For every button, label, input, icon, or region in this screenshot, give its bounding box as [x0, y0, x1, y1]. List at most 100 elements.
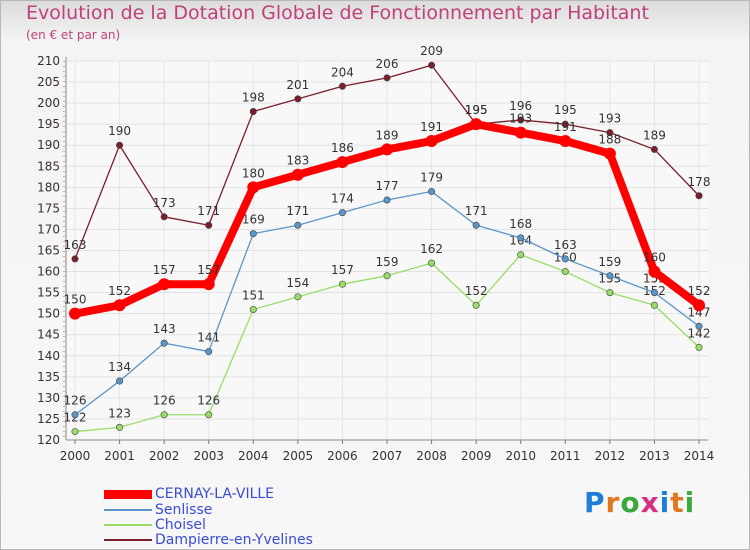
- data-point: [249, 305, 257, 313]
- data-label: 163: [64, 238, 87, 252]
- logo-letter: P: [584, 486, 606, 519]
- chart-title: Evolution de la Dotation Globale de Fonc…: [26, 2, 649, 24]
- data-label: 183: [286, 154, 309, 168]
- data-label: 177: [376, 179, 399, 193]
- data-point: [336, 156, 349, 169]
- legend-label-dampierre: Dampierre-en-Yvelines: [155, 532, 313, 548]
- x-tick-label: 2002: [149, 449, 180, 463]
- data-point: [517, 116, 525, 124]
- data-point: [160, 339, 168, 347]
- data-point: [425, 135, 438, 148]
- y-tick-label: 150: [37, 307, 60, 321]
- data-label: 126: [197, 394, 220, 408]
- data-point: [561, 120, 569, 128]
- data-label: 126: [153, 394, 176, 408]
- data-label: 171: [465, 204, 488, 218]
- data-label: 201: [286, 78, 309, 92]
- data-label: 134: [108, 360, 131, 374]
- data-point: [517, 251, 525, 259]
- data-label: 178: [688, 175, 711, 189]
- data-label: 193: [598, 112, 621, 126]
- data-point: [205, 348, 213, 356]
- data-label: 159: [376, 255, 399, 269]
- data-point: [650, 145, 658, 153]
- chart-subtitle: (en € et par an): [26, 28, 121, 42]
- y-tick-label: 140: [37, 349, 60, 363]
- data-point: [247, 181, 260, 194]
- proxiti-logo: Proxiti: [584, 486, 695, 519]
- x-tick-label: 2008: [416, 449, 447, 463]
- x-tick-label: 2012: [595, 449, 626, 463]
- y-tick-label: 200: [37, 96, 60, 110]
- data-point: [205, 221, 213, 229]
- x-tick-label: 2006: [327, 449, 358, 463]
- data-point: [294, 95, 302, 103]
- data-point: [606, 272, 614, 280]
- data-point: [116, 423, 124, 431]
- data-label: 169: [242, 213, 265, 227]
- data-point: [383, 272, 391, 280]
- data-label: 159: [598, 255, 621, 269]
- data-label: 126: [64, 394, 87, 408]
- data-point: [559, 135, 572, 148]
- data-point: [561, 268, 569, 276]
- data-label: 151: [242, 288, 265, 302]
- data-point: [249, 230, 257, 238]
- x-tick-label: 2014: [684, 449, 715, 463]
- data-point: [294, 221, 302, 229]
- data-label: 198: [242, 91, 265, 105]
- legend-label-choisel: Choisel: [155, 517, 206, 533]
- y-tick-label: 180: [37, 180, 60, 194]
- logo-letter: t: [670, 486, 685, 519]
- data-label: 191: [420, 120, 443, 134]
- data-label: 171: [197, 204, 220, 218]
- data-label: 191: [554, 120, 577, 134]
- data-point: [606, 129, 614, 137]
- data-label: 160: [643, 251, 666, 265]
- data-label: 195: [465, 103, 488, 117]
- data-point: [249, 108, 257, 116]
- data-point: [338, 209, 346, 217]
- series-cernay-la-ville: 150 152 157 157 180 183 186 189 191 195 193 191 188 1…: [64, 103, 710, 320]
- data-point: [158, 278, 171, 291]
- data-label: 193: [509, 112, 532, 126]
- x-tick-label: 2001: [104, 449, 135, 463]
- x-tick-label: 2009: [461, 449, 492, 463]
- data-point: [71, 411, 79, 419]
- data-point: [71, 255, 79, 263]
- data-point: [428, 188, 436, 196]
- data-point: [517, 234, 525, 242]
- data-point: [205, 411, 213, 419]
- data-point: [695, 322, 703, 330]
- data-point: [69, 307, 81, 320]
- data-label: 157: [153, 263, 176, 277]
- data-label: 162: [420, 242, 443, 256]
- data-point: [71, 428, 79, 436]
- logo-letter: o: [620, 486, 641, 519]
- data-label: 209: [420, 44, 443, 58]
- data-label: 206: [376, 57, 399, 71]
- legend-swatch-dampierre: [104, 539, 152, 541]
- data-point: [695, 343, 703, 351]
- data-label: 157: [331, 263, 354, 277]
- x-tick-label: 2005: [283, 449, 314, 463]
- x-tick-label: 2003: [193, 449, 224, 463]
- legend-swatch-senlisse: [104, 509, 152, 511]
- data-label: 196: [509, 99, 532, 113]
- data-label: 152: [465, 284, 488, 298]
- data-point: [650, 289, 658, 297]
- y-tick-label: 185: [37, 159, 60, 173]
- logo-letter: r: [605, 486, 621, 519]
- data-point: [116, 141, 124, 149]
- data-point: [603, 147, 616, 160]
- logo-letter: i: [659, 486, 671, 519]
- data-label: 180: [242, 166, 265, 180]
- data-point: [693, 299, 705, 312]
- data-label: 195: [465, 103, 488, 117]
- data-point: [113, 299, 126, 312]
- data-point: [116, 377, 124, 385]
- data-point: [514, 126, 527, 139]
- data-label: 123: [108, 406, 131, 420]
- data-label: 188: [598, 133, 621, 147]
- data-point: [383, 74, 391, 82]
